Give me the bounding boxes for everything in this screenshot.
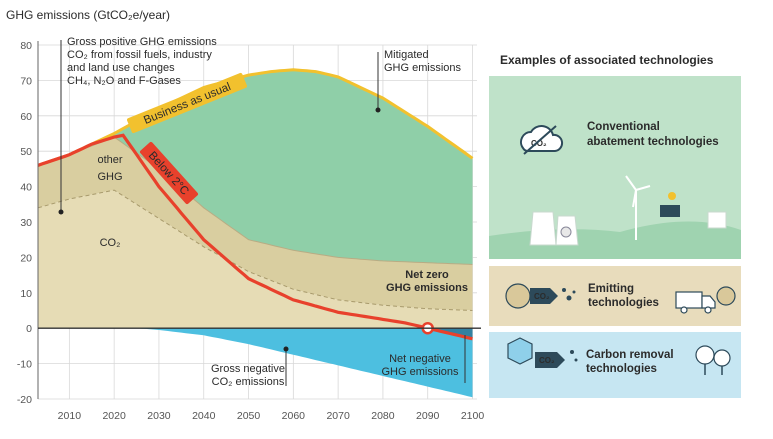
trees-icon	[695, 345, 731, 375]
y-tick-label: 70	[20, 75, 32, 87]
below2-badge-bg	[139, 141, 199, 205]
carbon-removal-icon: CO₂	[507, 337, 578, 368]
x-tick-label: 2050	[237, 410, 261, 422]
y-tick-label: 20	[20, 252, 32, 264]
y-tick-label: 80	[20, 40, 32, 52]
x-tick-label: 2070	[326, 410, 350, 422]
mitigated-label: Mitigated	[384, 49, 429, 61]
net-negative-label: Net negative	[389, 353, 451, 365]
tech-label-removal-1: Carbon removal	[586, 349, 674, 361]
svg-text:CO₂: CO₂	[531, 139, 547, 148]
gross-negative-label: Gross negative	[211, 363, 285, 375]
gross-positive-label: Gross positive GHG emissions	[67, 36, 217, 48]
y-tick-label: 30	[20, 217, 32, 229]
net-negative-label: GHG emissions	[381, 366, 459, 378]
net-zero-label: Net zero	[405, 269, 449, 281]
bau-badge-bg	[127, 72, 247, 134]
other-ghg-label: GHG	[97, 171, 122, 183]
y-tick-label: 50	[20, 146, 32, 158]
x-tick-label: 2030	[147, 410, 171, 422]
emission-areas	[37, 69, 473, 398]
truck-icon	[675, 286, 736, 314]
tech-label-conventional-2: abatement technologies	[587, 136, 719, 148]
technologies-panel: Examples of associated technologies CO₂ …	[489, 53, 741, 398]
y-tick-label: 60	[20, 111, 32, 123]
x-tick-label: 2060	[282, 410, 306, 422]
gross-positive-dot	[58, 209, 64, 215]
other-ghg-label: other	[97, 154, 122, 166]
y-tick-label: 0	[26, 323, 32, 335]
tech-label-conventional-1: Conventional	[587, 121, 660, 133]
svg-text:CO₂: CO₂	[534, 292, 550, 301]
gross-negative-area	[38, 328, 473, 398]
x-tick-label: 2100	[461, 410, 485, 422]
bau-line	[37, 68, 474, 167]
tech-label-removal-2: technologies	[586, 363, 657, 375]
co2-area	[38, 190, 473, 329]
x-tick-label: 2010	[58, 410, 82, 422]
co2-label: CO₂	[100, 237, 121, 249]
other-ghg-area	[38, 137, 473, 311]
gross-positive-label: CH₄, N₂O and F-Gases	[67, 75, 181, 87]
tech-label-emitting-2: technologies	[588, 297, 659, 309]
mitigated-label: GHG emissions	[384, 62, 462, 74]
y-tick-label: -10	[17, 359, 32, 371]
below2-line	[37, 133, 473, 341]
scenario-lines	[37, 68, 474, 341]
x-tick-label: 2020	[102, 410, 126, 422]
net-zero-label: GHG emissions	[386, 282, 468, 294]
technologies-title: Examples of associated technologies	[500, 53, 714, 67]
svg-text:CO₂: CO₂	[539, 356, 555, 365]
x-tick-label: 2040	[192, 410, 216, 422]
y-tick-label: -20	[17, 394, 32, 406]
landscape-illustration	[489, 175, 741, 259]
gross-negative-label: CO₂ emissions	[212, 376, 285, 388]
y-tick-label: 40	[20, 182, 32, 194]
gross-negative-dot	[283, 346, 289, 352]
tech-label-emitting-1: Emitting	[588, 283, 634, 295]
gross-positive-label: and land use changes	[67, 62, 175, 74]
emitting-icon: CO₂	[505, 283, 576, 309]
y-tick-label: 10	[20, 288, 32, 300]
x-tick-label: 2080	[371, 410, 395, 422]
y-axis-title: GHG emissions (GtCO₂e/year)	[6, 8, 170, 22]
axes	[37, 41, 481, 399]
x-tick-label: 2090	[416, 410, 440, 422]
gross-positive-label: CO₂ from fossil fuels, industry	[67, 49, 212, 61]
cloud-icon: CO₂	[520, 125, 564, 155]
mitigated-dot	[375, 107, 381, 113]
